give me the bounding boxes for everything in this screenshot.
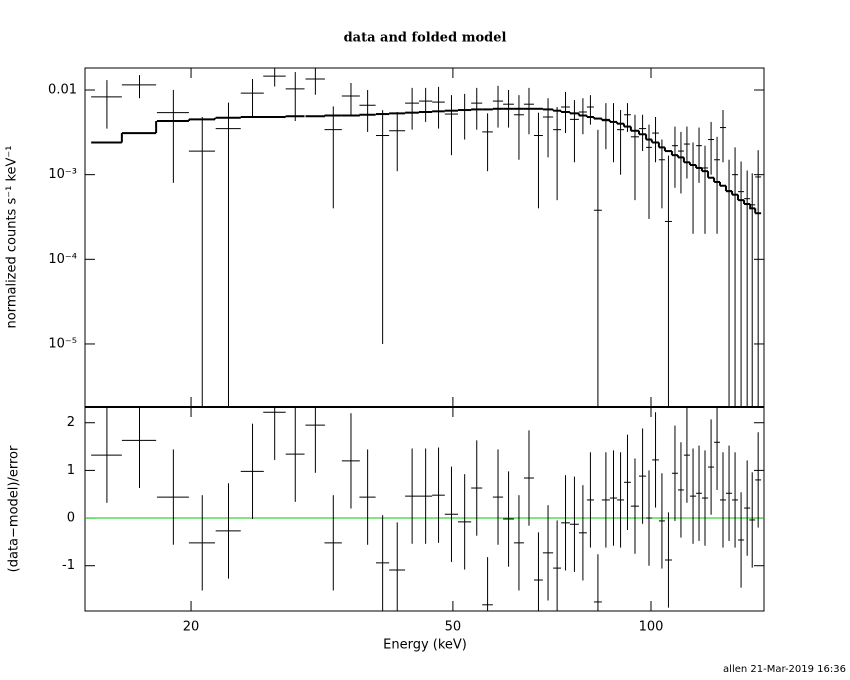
footer: allen 21-Mar-2019 16:36: [723, 664, 846, 675]
x-tick-label: 50: [445, 620, 462, 635]
x-axis-label: Energy (keV): [383, 638, 467, 653]
y-tick-label: 1: [67, 463, 75, 478]
plot-area: [91, 68, 762, 407]
x-tick-label: 20: [183, 620, 200, 635]
x-tick-label: 100: [639, 620, 664, 635]
plot-area: [91, 407, 762, 611]
chart-title: data and folded model: [344, 31, 507, 46]
y-tick-label: -1: [62, 558, 75, 573]
y-tick-label: 10⁻³: [48, 167, 77, 182]
y-axis-label: normalized counts s⁻¹ keV⁻¹: [5, 146, 20, 329]
y-tick-label: 2: [67, 415, 75, 430]
y-tick-label: 10⁻⁴: [48, 252, 77, 267]
y-tick-label: 10⁻⁵: [48, 336, 77, 351]
y-tick-label: 0.01: [48, 83, 77, 98]
y-axis-label: (data−model)/error: [7, 445, 22, 572]
y-tick-label: 0: [67, 511, 75, 526]
